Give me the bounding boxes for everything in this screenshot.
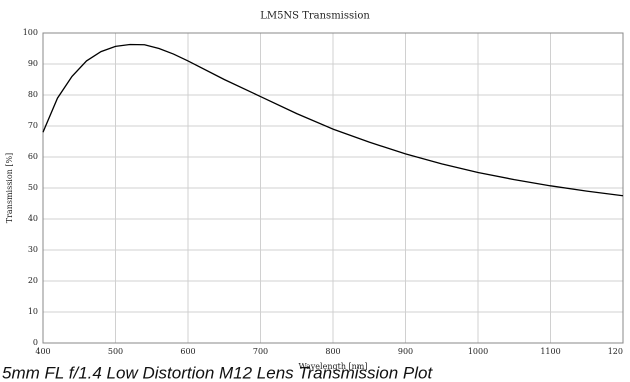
x-axis-label: Wavelength [nm] [298,362,367,371]
y-tick-label: 100 [23,28,38,37]
data-line [42,43,624,197]
y-tick-label: 0 [33,338,38,347]
x-tick-label: 120 [608,347,623,356]
x-tick-label: 700 [253,347,268,356]
chart-title: LM5NS Transmission [260,11,370,22]
x-tick-label: 1100 [540,347,560,356]
y-tick-label: 70 [28,121,38,130]
x-tick-label: 600 [180,347,195,356]
x-tick-label: 500 [108,347,123,356]
x-tick-label: 400 [35,347,50,356]
y-axis-label: Transmission [%] [5,153,14,223]
x-tick-label: 1000 [468,347,488,356]
y-tick-label: 30 [28,245,38,254]
y-tick-label: 40 [28,214,38,223]
y-tick-label: 80 [28,90,38,99]
x-tick-label: 900 [398,347,413,356]
y-tick-label: 20 [28,276,38,285]
y-tick-label: 10 [28,307,38,316]
y-tick-label: 50 [28,183,38,192]
x-tick-label: 800 [325,347,340,356]
y-tick-label: 90 [28,59,38,68]
caption: 5mm FL f/1.4 Low Distortion M12 Lens Tra… [2,363,433,382]
plot-frame [42,32,624,344]
y-tick-label: 60 [28,152,38,161]
